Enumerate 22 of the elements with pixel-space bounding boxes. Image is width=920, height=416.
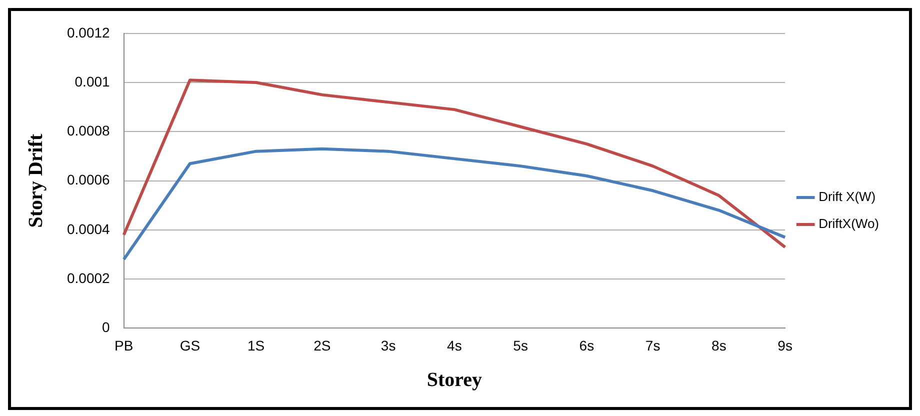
x-tick-label: 5s (513, 337, 528, 354)
y-tick-label: 0.0012 (66, 24, 110, 40)
x-tick-label: PB (114, 337, 134, 354)
x-tick-label: GS (180, 337, 200, 354)
y-tick-label: 0.001 (74, 73, 110, 90)
y-tick-label: 0.0008 (66, 122, 110, 139)
x-tick-label: 4s (447, 337, 462, 354)
y-tick-label: 0.0004 (66, 220, 110, 237)
y-tick-label: 0 (102, 319, 110, 336)
x-tick-label: 2S (314, 337, 331, 354)
x-tick-label: 3s (380, 337, 396, 354)
x-tick-label: 7s (645, 337, 660, 354)
y-tick-label: 0.0006 (66, 172, 110, 188)
y-tick-label: 0.0002 (66, 270, 110, 286)
x-tick-label: 8s (712, 337, 726, 354)
x-tick-label: 6s (579, 337, 594, 354)
x-tick-label: 9s (778, 337, 792, 354)
legend-label: DriftX(Wo) (818, 216, 880, 232)
legend-label: Drift X(W) (818, 189, 876, 204)
x-axis-title: Storey (426, 369, 482, 392)
y-axis-title: Story Drift (25, 134, 48, 228)
x-tick-label: 1S (248, 337, 265, 354)
